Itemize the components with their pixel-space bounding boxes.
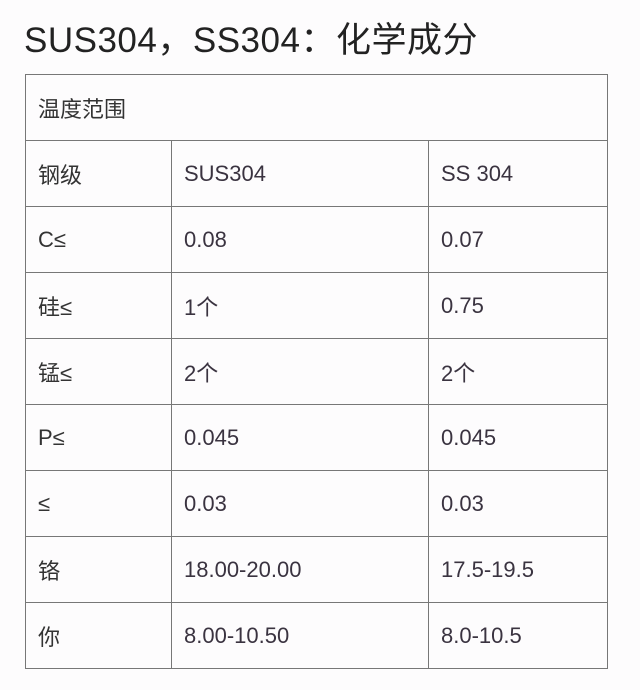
page-title: SUS304，SS304：化学成分: [24, 21, 478, 60]
ss304-value-cell: SS 304: [428, 140, 608, 207]
table-row: C≤ 0.08 0.07: [25, 206, 608, 273]
sus304-value-cell: 8.00-10.50: [171, 602, 429, 669]
sus304-value-cell: 0.08: [171, 206, 429, 273]
sus304-value-cell: 18.00-20.00: [171, 536, 429, 603]
sus304-value-cell: 1个: [171, 272, 429, 339]
element-label-cell: 钢级: [25, 140, 172, 207]
element-label-cell: ≤: [25, 470, 172, 537]
ss304-value-cell: 0.03: [428, 470, 608, 537]
element-label-cell: 硅≤: [25, 272, 172, 339]
ss304-value-cell: 0.75: [428, 272, 608, 339]
sus304-value-cell: 2个: [171, 338, 429, 405]
table-row: 铬 18.00-20.00 17.5-19.5: [25, 536, 608, 603]
ss304-value-cell: 0.045: [428, 404, 608, 471]
ss304-value-cell: 0.07: [428, 206, 608, 273]
table-row: 你 8.00-10.50 8.0-10.5: [25, 602, 608, 669]
ss304-value-cell: 17.5-19.5: [428, 536, 608, 603]
table-header-cell: 温度范围: [25, 74, 608, 141]
composition-table: 温度范围 钢级 SUS304 SS 304 C≤ 0.08 0.07 硅≤ 1个 0.75 锰≤ 2…: [25, 74, 608, 669]
element-label-cell: 铬: [25, 536, 172, 603]
table-row: 锰≤ 2个 2个: [25, 338, 608, 405]
sus304-value-cell: SUS304: [171, 140, 429, 207]
table-row: P≤ 0.045 0.045: [25, 404, 608, 471]
table-row: ≤0.03 0.03: [25, 470, 608, 537]
ss304-value-cell: 2个: [428, 338, 608, 405]
element-label-cell: C≤: [25, 206, 172, 273]
sus304-value-cell: 0.045: [171, 404, 429, 471]
element-label-cell: P≤: [25, 404, 172, 471]
table-row: 硅≤ 1个 0.75: [25, 272, 608, 339]
ss304-value-cell: 8.0-10.5: [428, 602, 608, 669]
element-label-cell: 锰≤: [25, 338, 172, 405]
sus304-value-cell: 0.03: [171, 470, 429, 537]
element-label-cell: 你: [25, 602, 172, 669]
table-header-row: 温度范围: [25, 74, 608, 141]
table-row: 钢级 SUS304 SS 304: [25, 140, 608, 207]
